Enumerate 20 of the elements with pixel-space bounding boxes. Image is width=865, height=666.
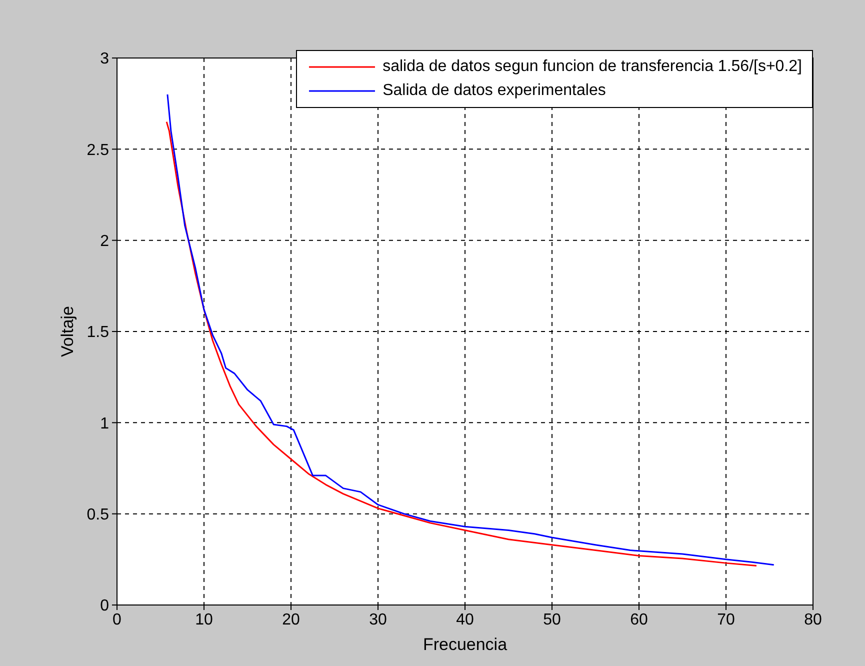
x-tick-label: 30: [369, 611, 387, 628]
x-tick-label: 70: [717, 611, 735, 628]
x-axis-title: Frecuencia: [422, 635, 508, 654]
x-tick-label: 0: [112, 611, 122, 628]
y-tick-label: 0: [100, 598, 110, 615]
y-tick-label: 1.5: [86, 324, 110, 342]
x-tick-label: 10: [195, 611, 213, 628]
y-axis-title: Voltaje: [58, 306, 78, 358]
x-tick-label: 60: [630, 611, 648, 628]
x-tick-label: 40: [456, 611, 474, 628]
y-tick-label: 0.5: [86, 506, 110, 524]
legend-label: Salida de datos experimentales: [382, 82, 606, 100]
x-tick-label: 20: [282, 611, 300, 628]
x-tick-label: 50: [543, 611, 561, 628]
x-tick-label: 80: [804, 611, 822, 628]
y-tick-label: 2.5: [86, 142, 110, 159]
y-tick-label: 1: [100, 415, 110, 432]
legend-label: salida de datos segun funcion de transferencia 1.56/[s+0.2]: [382, 58, 802, 76]
y-tick-label: 3: [100, 50, 110, 68]
y-tick-label: 2: [100, 233, 110, 250]
